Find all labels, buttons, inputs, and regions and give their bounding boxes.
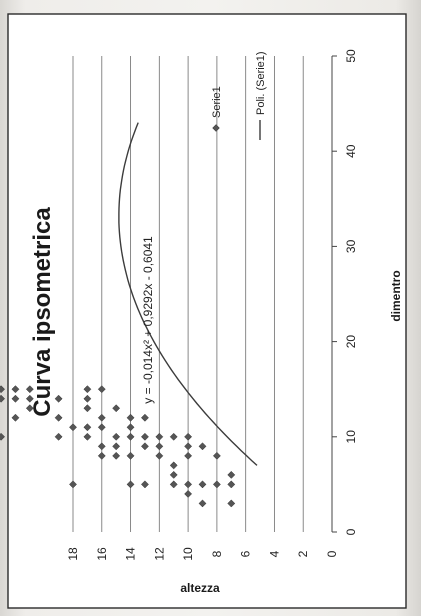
data-point <box>112 442 121 451</box>
x-tick-label: 20 <box>344 335 358 349</box>
data-point <box>198 442 207 451</box>
x-tick-label: 50 <box>344 49 358 63</box>
data-point <box>155 451 164 460</box>
x-tick-label: 40 <box>344 144 358 158</box>
y-tick-label: 14 <box>124 547 138 561</box>
data-point <box>112 451 121 460</box>
data-point <box>126 423 135 432</box>
legend: Serie1 Poli. (Serie1) <box>211 51 267 140</box>
data-point <box>112 404 121 413</box>
trendline-equation: y = -0,014x² + 0,9292x - 0,6041 <box>141 236 155 404</box>
data-point <box>169 432 178 441</box>
data-point <box>83 404 92 413</box>
data-point <box>169 461 178 470</box>
chart-text: Curva ipsometrica dimentro altezza y = -… <box>29 207 403 595</box>
x-tick-label: 10 <box>344 430 358 444</box>
data-point <box>184 451 193 460</box>
data-point <box>126 432 135 441</box>
data-point <box>184 480 193 489</box>
data-point <box>54 394 63 403</box>
data-point <box>97 413 106 422</box>
data-point <box>155 432 164 441</box>
data-point <box>0 385 6 394</box>
data-point <box>184 442 193 451</box>
legend-trendline-label: Poli. (Serie1) <box>255 51 267 115</box>
data-point <box>126 451 135 460</box>
data-point <box>25 385 34 394</box>
data-point <box>83 423 92 432</box>
axes: 0 2 4 6 8 10 12 14 16 18 0 10 20 30 40 50 <box>66 49 358 561</box>
data-point <box>198 499 207 508</box>
data-point <box>212 480 221 489</box>
data-point <box>155 442 164 451</box>
legend-series-label: Serie1 <box>211 86 223 118</box>
y-tick-label: 6 <box>239 550 253 557</box>
data-point <box>97 451 106 460</box>
data-point <box>11 385 20 394</box>
x-axis-label: dimentro <box>389 270 403 321</box>
data-point <box>140 480 149 489</box>
data-point <box>25 394 34 403</box>
data-point <box>227 480 236 489</box>
y-axis-label: altezza <box>180 581 220 595</box>
legend-diamond-icon <box>212 124 220 132</box>
data-point <box>54 413 63 422</box>
data-point <box>97 442 106 451</box>
data-point <box>169 470 178 479</box>
data-point <box>112 432 121 441</box>
y-tick-label: 18 <box>66 547 80 561</box>
data-point <box>54 432 63 441</box>
data-point <box>11 413 20 422</box>
data-point <box>97 385 106 394</box>
data-points <box>0 385 236 508</box>
data-point <box>198 480 207 489</box>
data-point <box>25 404 34 413</box>
data-point <box>69 480 77 489</box>
data-point <box>83 385 92 394</box>
y-tick-label: 16 <box>95 547 109 561</box>
data-point <box>184 489 193 498</box>
y-tick-label: 0 <box>325 550 339 557</box>
data-point <box>227 470 236 479</box>
data-point <box>140 442 149 451</box>
data-point <box>140 413 149 422</box>
data-point <box>83 432 92 441</box>
data-point <box>69 423 77 432</box>
data-point <box>11 394 20 403</box>
x-tick-label: 30 <box>344 239 358 253</box>
data-point <box>126 480 135 489</box>
data-point <box>140 432 149 441</box>
x-tick-label: 0 <box>344 528 358 535</box>
trendline-layer <box>118 122 258 466</box>
data-point <box>184 432 193 441</box>
data-point <box>0 432 6 441</box>
data-point <box>126 413 135 422</box>
y-tick-label: 10 <box>181 547 195 561</box>
data-point <box>0 394 6 403</box>
chart-title: Curva ipsometrica <box>29 207 56 417</box>
y-tick-label: 12 <box>152 547 166 561</box>
data-point <box>169 480 178 489</box>
y-tick-label: 8 <box>210 550 224 557</box>
chart-frame <box>7 13 407 609</box>
y-tick-label: 2 <box>296 550 310 557</box>
data-point <box>97 423 106 432</box>
trendline <box>118 122 258 466</box>
data-point <box>212 451 221 460</box>
y-tick-label: 4 <box>267 550 281 557</box>
data-point <box>227 499 236 508</box>
data-point <box>83 394 92 403</box>
